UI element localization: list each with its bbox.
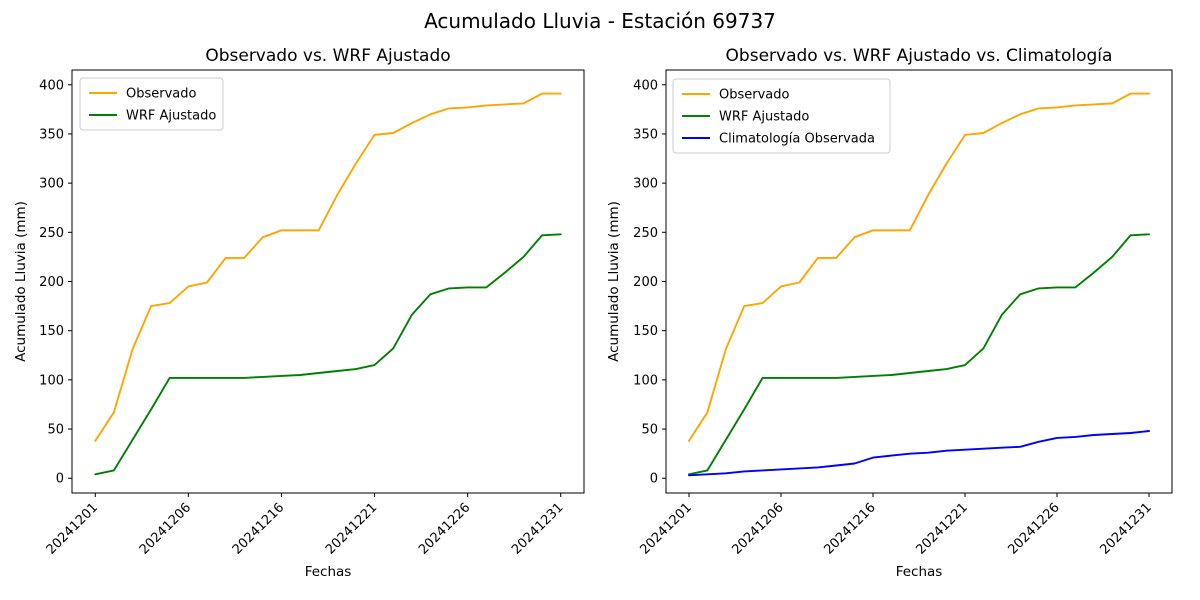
x-tick-label: 20241216 — [230, 500, 287, 557]
y-tick-label: 300 — [633, 177, 658, 192]
y-tick-label: 200 — [633, 275, 658, 290]
chart-title: Observado vs. WRF Ajustado — [205, 46, 450, 66]
legend-label: Observado — [126, 87, 197, 102]
chart-title: Observado vs. WRF Ajustado vs. Climatolo… — [726, 46, 1113, 66]
chart-observado-wrf: Observado vs. WRF Ajustado Acumulado Lluv… — [13, 46, 585, 580]
legend-item: Observado — [682, 88, 790, 103]
y-tick-label: 0 — [650, 472, 658, 487]
y-tick-label: 400 — [633, 78, 658, 93]
x-tick-label: 20241201 — [637, 500, 694, 557]
y-tick-label: 300 — [39, 177, 64, 192]
y-tick-label: 100 — [39, 373, 64, 388]
plot-frame — [71, 69, 585, 494]
series-wrf-ajustado — [94, 233, 562, 476]
y-tick-label: 0 — [56, 472, 64, 487]
y-tick-label: 150 — [633, 324, 658, 339]
figure-title: Acumulado Lluvia - Estación 69737 — [424, 9, 776, 33]
legend-label: WRF Ajustado — [126, 109, 216, 124]
series-climatolog-a-observada — [688, 430, 1150, 477]
x-tick-label: 20241216 — [821, 500, 878, 557]
series-observado — [688, 92, 1150, 442]
x-tick-label: 20241206 — [729, 500, 786, 557]
legend-box — [79, 77, 224, 131]
y-tick-label: 350 — [633, 127, 658, 142]
y-axis-label: Acumulado Lluvia (mm) — [13, 201, 29, 362]
x-tick-label: 20241221 — [323, 500, 380, 557]
legend-item: WRF Ajustado — [89, 109, 216, 124]
y-tick-label: 250 — [633, 226, 658, 241]
x-tick-label: 20241221 — [913, 500, 970, 557]
legend-box — [672, 78, 891, 154]
x-tick-label: 20241226 — [1005, 500, 1062, 557]
y-axis-label: Acumulado Lluvia (mm) — [606, 201, 622, 362]
y-tick-label: 50 — [47, 423, 64, 438]
legend: Observado WRF Ajustado Climatología Observ… — [672, 78, 891, 154]
series-wrf-ajustado — [688, 233, 1150, 476]
x-tick-label: 20241226 — [416, 500, 473, 557]
y-tick-label: 350 — [39, 127, 64, 142]
x-tick-label: 20241206 — [137, 500, 194, 557]
y-tick-label: 200 — [39, 275, 64, 290]
legend-label: Observado — [719, 88, 790, 103]
y-tick-label: 50 — [641, 423, 658, 438]
legend: Observado WRF Ajustado — [79, 77, 224, 131]
y-tick-label: 100 — [633, 373, 658, 388]
series-observado — [94, 92, 562, 442]
legend-label: Climatología Observada — [719, 132, 875, 147]
y-tick-label: 150 — [39, 324, 64, 339]
legend-item: WRF Ajustado — [682, 110, 809, 125]
legend-item: Observado — [89, 87, 197, 102]
x-tick-label: 20241231 — [509, 500, 566, 557]
x-tick-label: 20241231 — [1097, 500, 1154, 557]
x-axis-label: Fechas — [896, 564, 943, 580]
x-tick-label: 20241201 — [44, 500, 101, 557]
x-axis-label: Fechas — [305, 564, 352, 580]
chart-observado-wrf-climatologia: Observado vs. WRF Ajustado vs. Climatolo… — [606, 46, 1173, 580]
y-tick-label: 400 — [39, 78, 64, 93]
legend-label: WRF Ajustado — [719, 110, 809, 125]
legend-item: Climatología Observada — [682, 132, 875, 147]
y-tick-label: 250 — [39, 226, 64, 241]
